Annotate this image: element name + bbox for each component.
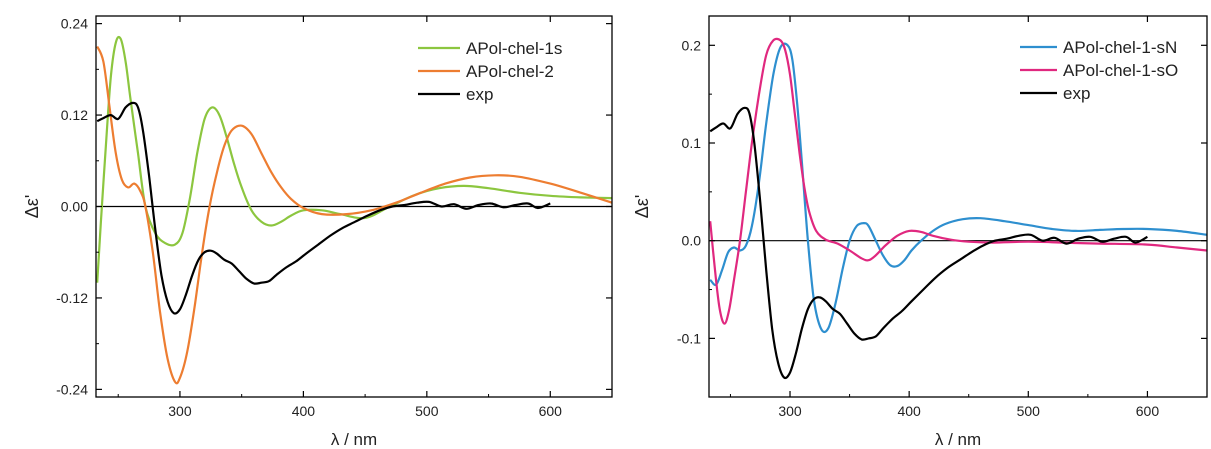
chart-panel-2: 0.2 0.1 0.0 -0.1 300 400 500 600 λ / nm Δε' APol-c…	[632, 15, 1208, 449]
x-tick-label: 600	[539, 403, 563, 419]
y-tick-label: 0.1	[682, 135, 702, 151]
y-tick-label: 0.24	[61, 16, 88, 32]
x-tick-label: 500	[415, 403, 439, 419]
series-line-apol-chel-1-so	[709, 37, 1207, 325]
legend-label: APol-chel-1s	[466, 39, 562, 58]
legend-label: exp	[1063, 84, 1090, 103]
x-tick-label: 400	[897, 403, 921, 419]
y-tick-label: 0.00	[61, 199, 88, 215]
legend-label: exp	[466, 85, 493, 104]
series-line-exp	[709, 106, 1148, 380]
x-tick-label: 600	[1136, 403, 1160, 419]
x-axis-label: λ / nm	[935, 430, 981, 449]
series-group	[96, 35, 612, 385]
y-axis-label: Δε'	[22, 195, 42, 218]
x-tick-label: 400	[292, 403, 316, 419]
series-line-apol-chel-1-sn	[709, 42, 1207, 334]
series-line-apol-chel-2	[96, 46, 612, 385]
legend-label: APol-chel-1-sN	[1063, 38, 1177, 57]
x-tick-label: 300	[168, 403, 192, 419]
legend-label: APol-chel-1-sO	[1063, 61, 1178, 80]
x-tick-label: 300	[778, 403, 802, 419]
plot-frame	[708, 15, 1208, 398]
y-axis-label: Δε'	[632, 195, 652, 218]
series-group	[709, 37, 1207, 380]
y-tick-label: -0.1	[677, 330, 701, 346]
y-tick-label: 0.2	[682, 37, 702, 53]
y-tick-label: 0.12	[61, 107, 88, 123]
x-axis-label: λ / nm	[331, 430, 377, 449]
y-tick-label: -0.24	[56, 381, 88, 397]
y-tick-label: 0.0	[682, 233, 702, 249]
legend-label: APol-chel-2	[466, 62, 554, 81]
x-tick-label: 500	[1017, 403, 1041, 419]
chart-panel-1: 0.24 0.12 0.00 -0.12 -0.24 300 400 500 600 λ / nm…	[22, 15, 613, 449]
series-line-exp	[96, 101, 551, 315]
y-tick-label: -0.12	[56, 290, 88, 306]
